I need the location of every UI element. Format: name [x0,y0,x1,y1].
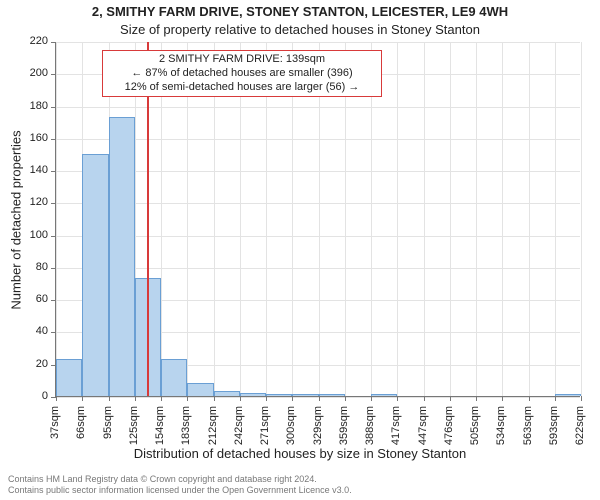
y-tick-label: 60 [36,293,48,305]
x-tick-label: 212sqm [207,406,219,446]
x-tick-label: 622sqm [574,406,586,446]
y-tick-label: 80 [36,261,48,273]
x-tick-label: 154sqm [154,406,166,446]
histogram-bar [56,359,82,396]
y-tick-label: 220 [30,35,48,47]
x-tick-label: 329sqm [312,406,324,446]
chart-title-address: 2, SMITHY FARM DRIVE, STONEY STANTON, LE… [0,4,600,19]
chart-container: 2, SMITHY FARM DRIVE, STONEY STANTON, LE… [0,0,600,500]
histogram-bar [371,394,397,396]
annotation-line3: 12% of semi-detached houses are larger (… [109,81,375,95]
histogram-bar [187,383,213,396]
y-tick-label: 40 [36,325,48,337]
x-tick-label: 300sqm [285,406,297,446]
x-tick-label: 183sqm [180,406,192,446]
histogram-bar [555,394,581,396]
x-tick-label: 388sqm [364,406,376,446]
histogram-bar [266,394,292,396]
x-tick-label: 505sqm [469,406,481,446]
y-tick-label: 200 [30,67,48,79]
x-tick-label: 37sqm [49,406,61,446]
x-tick-label: 271sqm [259,406,271,446]
x-tick-label: 563sqm [522,406,534,446]
x-tick-label: 417sqm [390,406,402,446]
y-tick-label: 160 [30,132,48,144]
x-tick-label: 242sqm [233,406,245,446]
annotation-line2: ← 87% of detached houses are smaller (39… [109,67,375,81]
histogram-bar [82,154,108,396]
x-tick-label: 476sqm [443,406,455,446]
y-tick-label: 140 [30,164,48,176]
attribution-footer: Contains HM Land Registry data © Crown c… [8,474,352,497]
x-tick-label: 447sqm [417,406,429,446]
histogram-bar [161,359,187,396]
x-tick-label: 534sqm [495,406,507,446]
y-axis-label: Number of detached properties [9,130,24,309]
chart-subtitle: Size of property relative to detached ho… [0,22,600,37]
annotation-box: 2 SMITHY FARM DRIVE: 139sqm ← 87% of det… [102,50,382,97]
x-tick-label: 359sqm [338,406,350,446]
y-tick-label: 20 [36,358,48,370]
y-tick-label: 180 [30,100,48,112]
x-tick-label: 66sqm [75,406,87,446]
histogram-bar [292,394,318,396]
histogram-bar [240,393,266,396]
x-tick-label: 95sqm [102,406,114,446]
annotation-line1: 2 SMITHY FARM DRIVE: 139sqm [109,53,375,67]
y-tick-label: 120 [30,196,48,208]
histogram-bar [109,117,135,396]
histogram-bar [319,394,345,396]
x-tick-label: 593sqm [548,406,560,446]
y-tick-label: 0 [42,390,48,402]
y-tick-label: 100 [30,229,48,241]
histogram-bar [214,391,240,396]
x-axis-label: Distribution of detached houses by size … [0,446,600,461]
attribution-line1: Contains HM Land Registry data © Crown c… [8,474,352,485]
attribution-line2: Contains public sector information licen… [8,485,352,496]
x-tick-label: 125sqm [128,406,140,446]
